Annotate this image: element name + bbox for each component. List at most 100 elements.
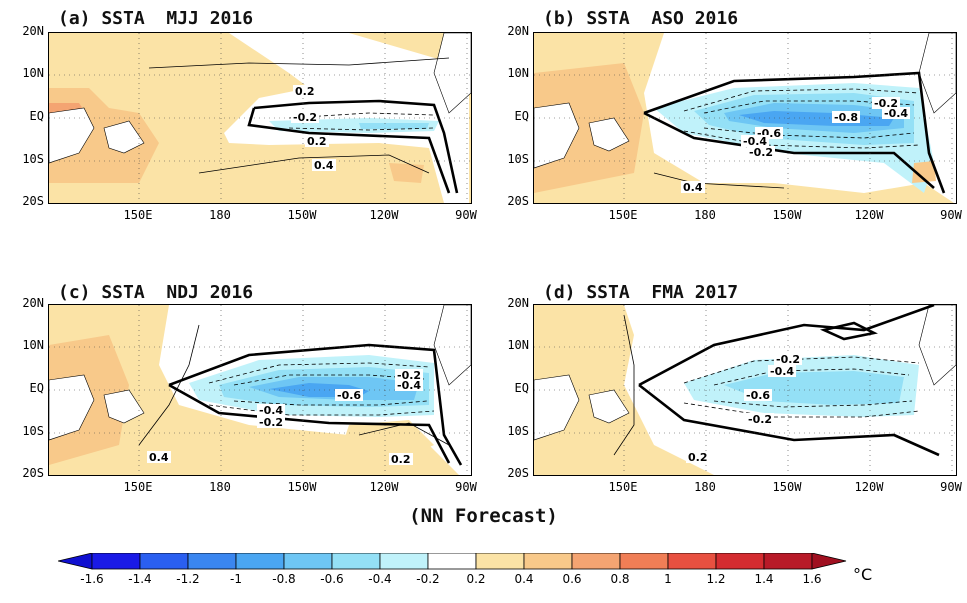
latitude-label: EQ xyxy=(29,381,44,395)
latitude-label: EQ xyxy=(514,109,529,123)
colorbar-segment xyxy=(139,553,189,570)
latitude-label: 20N xyxy=(507,296,529,310)
colorbar xyxy=(58,553,847,570)
colorbar-tick-label: -1.6 xyxy=(80,572,104,586)
latitude-label: EQ xyxy=(29,109,44,123)
contour-label: 0.4 xyxy=(314,159,334,172)
latitude-label: 20N xyxy=(22,296,44,310)
longitude-label: 90W xyxy=(940,480,962,494)
colorbar-segment xyxy=(187,553,237,570)
longitude-label: 150E xyxy=(123,480,153,494)
longitude-label: 120W xyxy=(854,208,884,222)
colorbar-tick-label: -1 xyxy=(230,572,242,586)
contour-label: -0.2 xyxy=(749,146,773,159)
colorbar-tick-label: 0.4 xyxy=(514,572,534,586)
colorbar-segment xyxy=(667,553,717,570)
colorbar-segment xyxy=(523,553,573,570)
longitude-label: 180 xyxy=(209,208,231,222)
colorbar-segment xyxy=(427,553,477,570)
colorbar-segment xyxy=(235,553,285,570)
longitude-label: 150W xyxy=(772,480,802,494)
colorbar-tick-label: -1.4 xyxy=(128,572,152,586)
colorbar-tick-label: -0.6 xyxy=(320,572,344,586)
panel-title: (a) SSTA MJJ 2016 xyxy=(58,8,254,29)
contour-label: -0.4 xyxy=(884,107,908,120)
contour-label: -0.2 xyxy=(748,413,772,426)
colorbar-tick-label: 0.8 xyxy=(610,572,630,586)
map-svg: -0.2 -0.4 -0.6 -0.2 0.2 xyxy=(534,305,956,475)
map-area: -0.2 -0.4 -0.6 -0.4 -0.2 0.4 0.2 xyxy=(48,304,472,476)
colorbar-segment xyxy=(379,553,429,570)
colorbar-segment xyxy=(475,553,525,570)
latitude-label: 20N xyxy=(22,24,44,38)
contour-label: -0.2 xyxy=(874,97,898,110)
contour-label: -0.2 xyxy=(259,416,283,429)
colorbar-tick-label: 1.2 xyxy=(706,572,726,586)
colorbar-segment xyxy=(283,553,333,570)
contour-label: 0.2 xyxy=(295,85,315,98)
colorbar-tick-label: -0.2 xyxy=(416,572,440,586)
colorbar-segment xyxy=(763,553,813,570)
latitude-label: 10S xyxy=(507,152,529,166)
colorbar-low-arrow xyxy=(58,553,93,570)
colorbar-segment xyxy=(619,553,669,570)
map-svg: -0.2 -0.4 -0.6 -0.4 -0.2 0.4 0.2 xyxy=(49,305,471,475)
contour-label: 0.4 xyxy=(149,451,169,464)
map-area: -0.2 -0.4 -0.6 -0.2 0.2 xyxy=(533,304,957,476)
longitude-label: 90W xyxy=(455,480,477,494)
contour-label: 0.2 xyxy=(307,135,327,148)
contour-label: -0.8 xyxy=(834,111,858,124)
colorbar-tick-label: 1 xyxy=(664,572,672,586)
panel-title: (b) SSTA ASO 2016 xyxy=(543,8,739,29)
map-area: -0.2 -0.8 -0.6 -0.4 -0.2 0.4 -0.4 xyxy=(533,32,957,204)
latitude-label: 20S xyxy=(22,194,44,208)
colorbar-tick-label: -0.4 xyxy=(368,572,392,586)
colorbar-tick-label: 1.6 xyxy=(802,572,822,586)
colorbar-high-arrow xyxy=(811,553,847,570)
latitude-label: 10N xyxy=(22,66,44,80)
longitude-label: 150E xyxy=(608,480,638,494)
longitude-label: 150E xyxy=(608,208,638,222)
colorbar-segment xyxy=(331,553,381,570)
contour-label: -0.2 xyxy=(397,369,421,382)
longitude-label: 150W xyxy=(772,208,802,222)
forecast-caption: (NN Forecast) xyxy=(409,505,558,527)
longitude-label: 180 xyxy=(694,208,716,222)
panel-title: (d) SSTA FMA 2017 xyxy=(543,282,739,303)
contour-label: -0.6 xyxy=(337,389,361,402)
contour-label: -0.4 xyxy=(397,379,421,392)
panel-title: (c) SSTA NDJ 2016 xyxy=(58,282,254,303)
colorbar-tick-label: -0.8 xyxy=(272,572,296,586)
contour-label: 0.2 xyxy=(688,451,708,464)
latitude-label: 20S xyxy=(507,466,529,480)
contour-label: -0.4 xyxy=(259,404,283,417)
latitude-label: 10S xyxy=(22,424,44,438)
colorbar-tick-label: 0.6 xyxy=(562,572,582,586)
map-area: 0.2 -0.2 0.2 0.4 xyxy=(48,32,472,204)
contour-label: -0.4 xyxy=(743,135,767,148)
longitude-label: 90W xyxy=(940,208,962,222)
contour-label: -0.2 xyxy=(293,111,317,124)
longitude-label: 90W xyxy=(455,208,477,222)
longitude-label: 180 xyxy=(694,480,716,494)
contour-label: 0.2 xyxy=(391,453,411,466)
latitude-label: EQ xyxy=(514,381,529,395)
colorbar-segment xyxy=(571,553,621,570)
colorbar-tick-label: 1.4 xyxy=(754,572,774,586)
map-svg: 0.2 -0.2 0.2 0.4 xyxy=(49,33,471,203)
colorbar-segment xyxy=(715,553,765,570)
map-svg: -0.2 -0.8 -0.6 -0.4 -0.2 0.4 -0.4 xyxy=(534,33,956,203)
latitude-label: 20S xyxy=(22,466,44,480)
contour-label: -0.6 xyxy=(746,389,770,402)
latitude-label: 10S xyxy=(22,152,44,166)
colorbar-unit: °C xyxy=(853,565,873,584)
longitude-label: 180 xyxy=(209,480,231,494)
longitude-label: 150W xyxy=(287,480,317,494)
longitude-label: 120W xyxy=(854,480,884,494)
longitude-label: 120W xyxy=(369,208,399,222)
contour-label: 0.4 xyxy=(683,181,703,194)
longitude-label: 150E xyxy=(123,208,153,222)
colorbar-tick-label: -1.2 xyxy=(176,572,200,586)
contour-label: -0.4 xyxy=(770,365,794,378)
longitude-label: 150W xyxy=(287,208,317,222)
